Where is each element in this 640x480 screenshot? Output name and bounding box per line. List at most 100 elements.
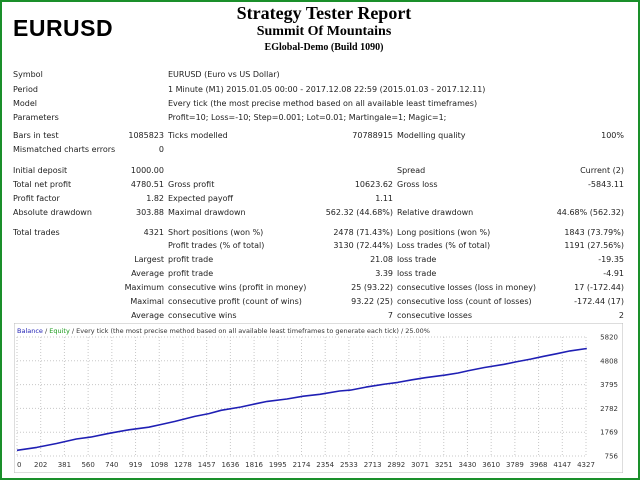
expected-payoff-value: 1.11 — [375, 194, 393, 203]
max-consecutive-losses-value: 17 (-172.44) — [574, 283, 624, 292]
symbol-label: Symbol — [13, 70, 43, 79]
x-tick-label: 381 — [58, 461, 71, 469]
balance-chart-svg: Balance / Equity / Every tick (the most … — [14, 323, 623, 473]
max-consecutive-wins-value: 25 (93.22) — [351, 283, 393, 292]
parameters-label: Parameters — [13, 113, 59, 122]
maximal-drawdown-label: Maximal drawdown — [168, 208, 246, 217]
expected-payoff-label: Expected payoff — [168, 194, 233, 203]
x-tick-label: 3071 — [411, 461, 429, 469]
gross-profit-value: 10623.62 — [354, 180, 393, 189]
x-tick-label: 1995 — [269, 461, 287, 469]
avg-consecutive-losses-value: 2 — [618, 311, 624, 320]
average-consecutive-label: Average — [131, 311, 164, 320]
deposit-label: Initial deposit — [13, 166, 68, 175]
legend-description: / Every tick (the most precise method ba… — [70, 327, 430, 335]
model-value: Every tick (the most precise method base… — [168, 99, 478, 108]
legend-balance: Balance — [17, 327, 43, 335]
x-axis-ticks: 0 202 381 560 740 919 1098 1278 1457 1636 1816 1995… — [17, 461, 595, 469]
gross-loss-label: Gross loss — [397, 180, 438, 189]
x-tick-label: 4327 — [577, 461, 595, 469]
net-profit-value: 4780.51 — [130, 180, 164, 189]
x-tick-label: 1457 — [198, 461, 216, 469]
maximal-consecutive-profit-value: 93.22 (25) — [351, 297, 393, 306]
loss-trades-label: Loss trades (% of total) — [397, 241, 491, 250]
gross-profit-label: Gross profit — [168, 180, 215, 189]
period-value: 1 Minute (M1) 2015.01.05 00:00 - 2017.12… — [168, 85, 486, 94]
x-tick-label: 2533 — [340, 461, 358, 469]
avg-consecutive-wins-label: consecutive wins — [168, 311, 237, 320]
y-tick-label: 756 — [605, 453, 619, 461]
x-tick-label: 3430 — [459, 461, 477, 469]
loss-trades-value: 1191 (27.56%) — [564, 241, 624, 250]
chart-legend: Balance / Equity / Every tick (the most … — [17, 327, 430, 335]
profit-trades-value: 3130 (72.44%) — [333, 241, 393, 250]
total-trades-label: Total trades — [13, 228, 60, 237]
x-tick-label: 2354 — [316, 461, 334, 469]
avg-consecutive-losses-label: consecutive losses — [397, 311, 473, 320]
x-tick-label: 3968 — [530, 461, 548, 469]
x-tick-label: 3789 — [506, 461, 524, 469]
y-tick-label: 2782 — [600, 405, 618, 413]
largest-loss-label: loss trade — [397, 255, 437, 264]
ticks-value: 70788915 — [352, 131, 393, 140]
maximal-label: Maximal — [130, 297, 164, 306]
total-trades-value: 4321 — [143, 228, 164, 237]
short-positions-label: Short positions (won %) — [168, 228, 264, 237]
chart-series — [16, 347, 587, 452]
absolute-drawdown-label: Absolute drawdown — [13, 208, 92, 217]
average-profit-value: 3.39 — [375, 269, 393, 278]
long-positions-value: 1843 (73.79%) — [564, 228, 624, 237]
y-tick-label: 3795 — [600, 381, 618, 389]
largest-profit-value: 21.08 — [370, 255, 393, 264]
maximum-label: Maximum — [124, 283, 164, 292]
period-label: Period — [13, 85, 38, 94]
x-tick-label: 740 — [105, 461, 118, 469]
absolute-drawdown-value: 303.88 — [136, 208, 164, 217]
bars-value: 1085823 — [128, 131, 164, 140]
profit-factor-label: Profit factor — [13, 194, 60, 203]
average-loss-value: -4.91 — [603, 269, 624, 278]
y-axis-ticks: 756 1769 2782 3795 4808 5820 — [600, 334, 618, 461]
chart-background — [14, 323, 623, 473]
long-positions-label: Long positions (won %) — [397, 228, 491, 237]
expert-name: Summit Of Mountains — [256, 24, 392, 39]
model-label: Model — [13, 99, 38, 108]
x-tick-label: 4147 — [553, 461, 571, 469]
average-profit-label: profit trade — [168, 269, 214, 278]
x-tick-label: 202 — [34, 461, 47, 469]
x-tick-label: 2892 — [387, 461, 405, 469]
ticks-label: Ticks modelled — [168, 131, 228, 140]
largest-loss-value: -19.35 — [598, 255, 624, 264]
x-tick-label: 1636 — [221, 461, 239, 469]
parameters-value: Profit=10; Loss=-10; Step=0.001; Lot=0.0… — [168, 113, 447, 122]
symbol-value: EURUSD (Euro vs US Dollar) — [168, 70, 280, 79]
spread-label: Spread — [397, 166, 426, 175]
max-consecutive-losses-label: consecutive losses (loss in money) — [397, 283, 537, 292]
x-tick-label: 3251 — [435, 461, 453, 469]
maximal-drawdown-value: 562.32 (44.68%) — [325, 208, 393, 217]
short-positions-value: 2478 (71.43%) — [333, 228, 393, 237]
relative-drawdown-value: 44.68% (562.32) — [556, 208, 624, 217]
x-tick-label: 1098 — [150, 461, 168, 469]
spread-value: Current (2) — [580, 166, 624, 175]
mismatch-label: Mismatched charts errors — [13, 145, 116, 154]
chart-grid — [16, 336, 587, 457]
legend-equity: Equity — [49, 327, 70, 335]
deposit-value: 1000.00 — [130, 166, 164, 175]
x-tick-label: 919 — [129, 461, 142, 469]
x-tick-label: 3610 — [482, 461, 500, 469]
maximal-consecutive-loss-label: consecutive loss (count of losses) — [397, 297, 532, 306]
server-build: EGlobal-Demo (Build 1090) — [264, 42, 384, 53]
avg-consecutive-wins-value: 7 — [387, 311, 393, 320]
maximal-consecutive-loss-value: -172.44 (17) — [574, 297, 624, 306]
x-tick-label: 1816 — [245, 461, 263, 469]
max-consecutive-wins-label: consecutive wins (profit in money) — [168, 283, 307, 292]
y-tick-label: 1769 — [600, 429, 618, 437]
y-tick-label: 5820 — [600, 334, 618, 342]
quality-label: Modelling quality — [397, 131, 466, 140]
x-tick-label: 1278 — [174, 461, 192, 469]
legend-sep: / — [43, 327, 49, 335]
balance-chart: Balance / Equity / Every tick (the most … — [14, 323, 623, 473]
y-tick-label: 4808 — [600, 357, 618, 365]
